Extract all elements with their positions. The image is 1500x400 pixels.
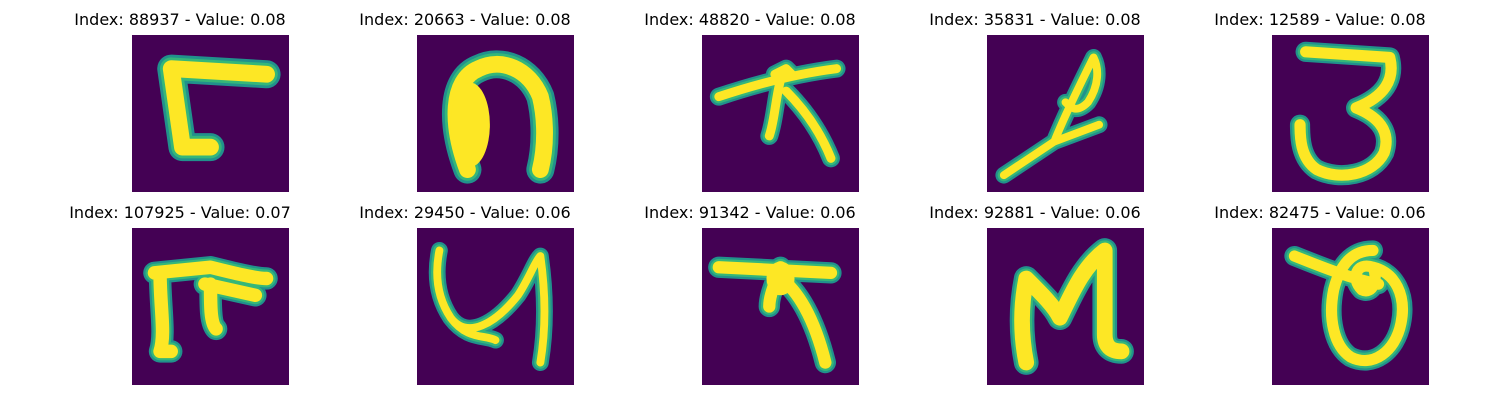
- panel-image: [132, 35, 289, 192]
- grid-panel: Index: 91342 - Value: 0.06: [600, 193, 900, 385]
- grid-panel: Index: 88937 - Value: 0.08: [30, 0, 330, 192]
- grid-panel: Index: 35831 - Value: 0.08: [885, 0, 1185, 192]
- panel-title: Index: 82475 - Value: 0.06: [1214, 203, 1426, 222]
- grid-panel: Index: 12589 - Value: 0.08: [1170, 0, 1470, 192]
- panel-image: [132, 228, 289, 385]
- panel-image: [417, 35, 574, 192]
- panel-title: Index: 20663 - Value: 0.08: [359, 10, 571, 29]
- grid-panel: Index: 92881 - Value: 0.06: [885, 193, 1185, 385]
- panel-title: Index: 48820 - Value: 0.08: [644, 10, 856, 29]
- grid-panel: Index: 107925 - Value: 0.07: [30, 193, 330, 385]
- panel-title: Index: 35831 - Value: 0.08: [929, 10, 1141, 29]
- panel-image: [702, 228, 859, 385]
- panel-image: [702, 35, 859, 192]
- panel-title: Index: 29450 - Value: 0.06: [359, 203, 571, 222]
- panel-image: [987, 35, 1144, 192]
- panel-image: [987, 228, 1144, 385]
- grid-panel: Index: 29450 - Value: 0.06: [315, 193, 615, 385]
- panel-image: [1272, 228, 1429, 385]
- panel-image: [417, 228, 574, 385]
- panel-title: Index: 107925 - Value: 0.07: [69, 203, 291, 222]
- panel-title: Index: 12589 - Value: 0.08: [1214, 10, 1426, 29]
- panel-title: Index: 92881 - Value: 0.06: [929, 203, 1141, 222]
- grid-panel: Index: 20663 - Value: 0.08: [315, 0, 615, 192]
- panel-title: Index: 91342 - Value: 0.06: [644, 203, 856, 222]
- panel-title: Index: 88937 - Value: 0.08: [74, 10, 286, 29]
- panel-image: [1272, 35, 1429, 192]
- grid-panel: Index: 82475 - Value: 0.06: [1170, 193, 1470, 385]
- grid-panel: Index: 48820 - Value: 0.08: [600, 0, 900, 192]
